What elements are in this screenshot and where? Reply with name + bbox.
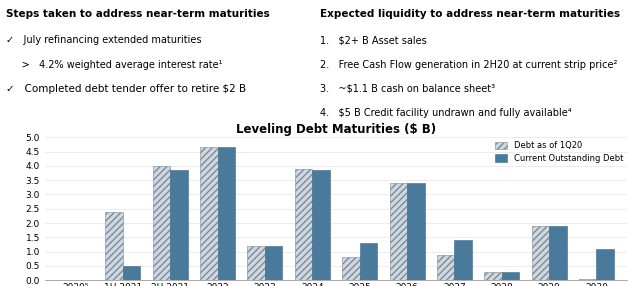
Bar: [248, 246, 265, 280]
Text: ✓   July refinancing extended maturities: ✓ July refinancing extended maturities: [6, 35, 202, 45]
Bar: [106, 212, 123, 280]
Bar: [360, 243, 377, 280]
Bar: [579, 279, 596, 280]
Bar: [218, 147, 235, 280]
Bar: [200, 147, 218, 280]
Text: 4.   $5 B Credit facility undrawn and fully available⁴: 4. $5 B Credit facility undrawn and full…: [320, 108, 572, 118]
Bar: [265, 246, 282, 280]
Bar: [153, 166, 170, 280]
Bar: [407, 183, 424, 280]
Bar: [390, 183, 407, 280]
Legend: Debt as of 1Q20, Current Outstanding Debt: Debt as of 1Q20, Current Outstanding Deb…: [495, 142, 623, 163]
Text: ✓   Completed debt tender offer to retire $2 B: ✓ Completed debt tender offer to retire …: [6, 84, 246, 94]
Bar: [342, 257, 360, 280]
Bar: [484, 272, 502, 280]
Text: 3.   ~$1.1 B cash on balance sheet³: 3. ~$1.1 B cash on balance sheet³: [320, 84, 495, 94]
Bar: [312, 170, 330, 280]
Bar: [295, 169, 312, 280]
Text: 2.   Free Cash Flow generation in 2H20 at current strip price²: 2. Free Cash Flow generation in 2H20 at …: [320, 60, 618, 69]
Bar: [596, 249, 614, 280]
Bar: [549, 226, 566, 280]
Text: 1.   $2+ B Asset sales: 1. $2+ B Asset sales: [320, 35, 427, 45]
Text: >   4.2% weighted average interest rate¹: > 4.2% weighted average interest rate¹: [6, 60, 223, 69]
Text: Steps taken to address near-term maturities: Steps taken to address near-term maturit…: [6, 9, 270, 19]
Bar: [437, 255, 454, 280]
Bar: [532, 226, 549, 280]
Bar: [123, 266, 140, 280]
Bar: [502, 272, 519, 280]
Bar: [170, 170, 188, 280]
Title: Leveling Debt Maturities ($ B): Leveling Debt Maturities ($ B): [236, 123, 436, 136]
Bar: [454, 240, 472, 280]
Text: Expected liquidity to address near-term maturities: Expected liquidity to address near-term …: [320, 9, 620, 19]
